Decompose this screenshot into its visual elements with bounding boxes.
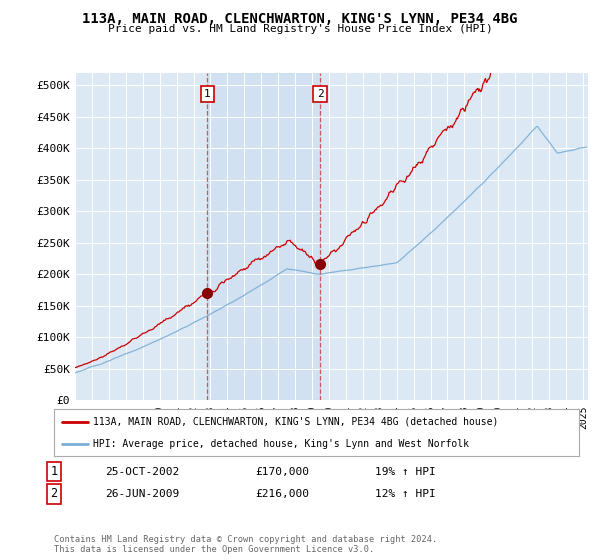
Text: 2: 2 bbox=[50, 487, 58, 501]
Bar bbox=[208, 73, 320, 400]
Text: HPI: Average price, detached house, King's Lynn and West Norfolk: HPI: Average price, detached house, King… bbox=[94, 438, 469, 449]
Text: 2: 2 bbox=[317, 89, 323, 99]
Text: £170,000: £170,000 bbox=[255, 466, 309, 477]
Text: 12% ↑ HPI: 12% ↑ HPI bbox=[375, 489, 436, 499]
Text: 1: 1 bbox=[204, 89, 211, 99]
Text: 26-JUN-2009: 26-JUN-2009 bbox=[105, 489, 179, 499]
Text: 113A, MAIN ROAD, CLENCHWARTON, KING'S LYNN, PE34 4BG (detached house): 113A, MAIN ROAD, CLENCHWARTON, KING'S LY… bbox=[94, 417, 499, 427]
Text: £216,000: £216,000 bbox=[255, 489, 309, 499]
Text: 1: 1 bbox=[50, 465, 58, 478]
Text: Price paid vs. HM Land Registry's House Price Index (HPI): Price paid vs. HM Land Registry's House … bbox=[107, 24, 493, 34]
Text: 19% ↑ HPI: 19% ↑ HPI bbox=[375, 466, 436, 477]
Text: 113A, MAIN ROAD, CLENCHWARTON, KING'S LYNN, PE34 4BG: 113A, MAIN ROAD, CLENCHWARTON, KING'S LY… bbox=[82, 12, 518, 26]
Text: 25-OCT-2002: 25-OCT-2002 bbox=[105, 466, 179, 477]
Text: Contains HM Land Registry data © Crown copyright and database right 2024.
This d: Contains HM Land Registry data © Crown c… bbox=[54, 535, 437, 554]
